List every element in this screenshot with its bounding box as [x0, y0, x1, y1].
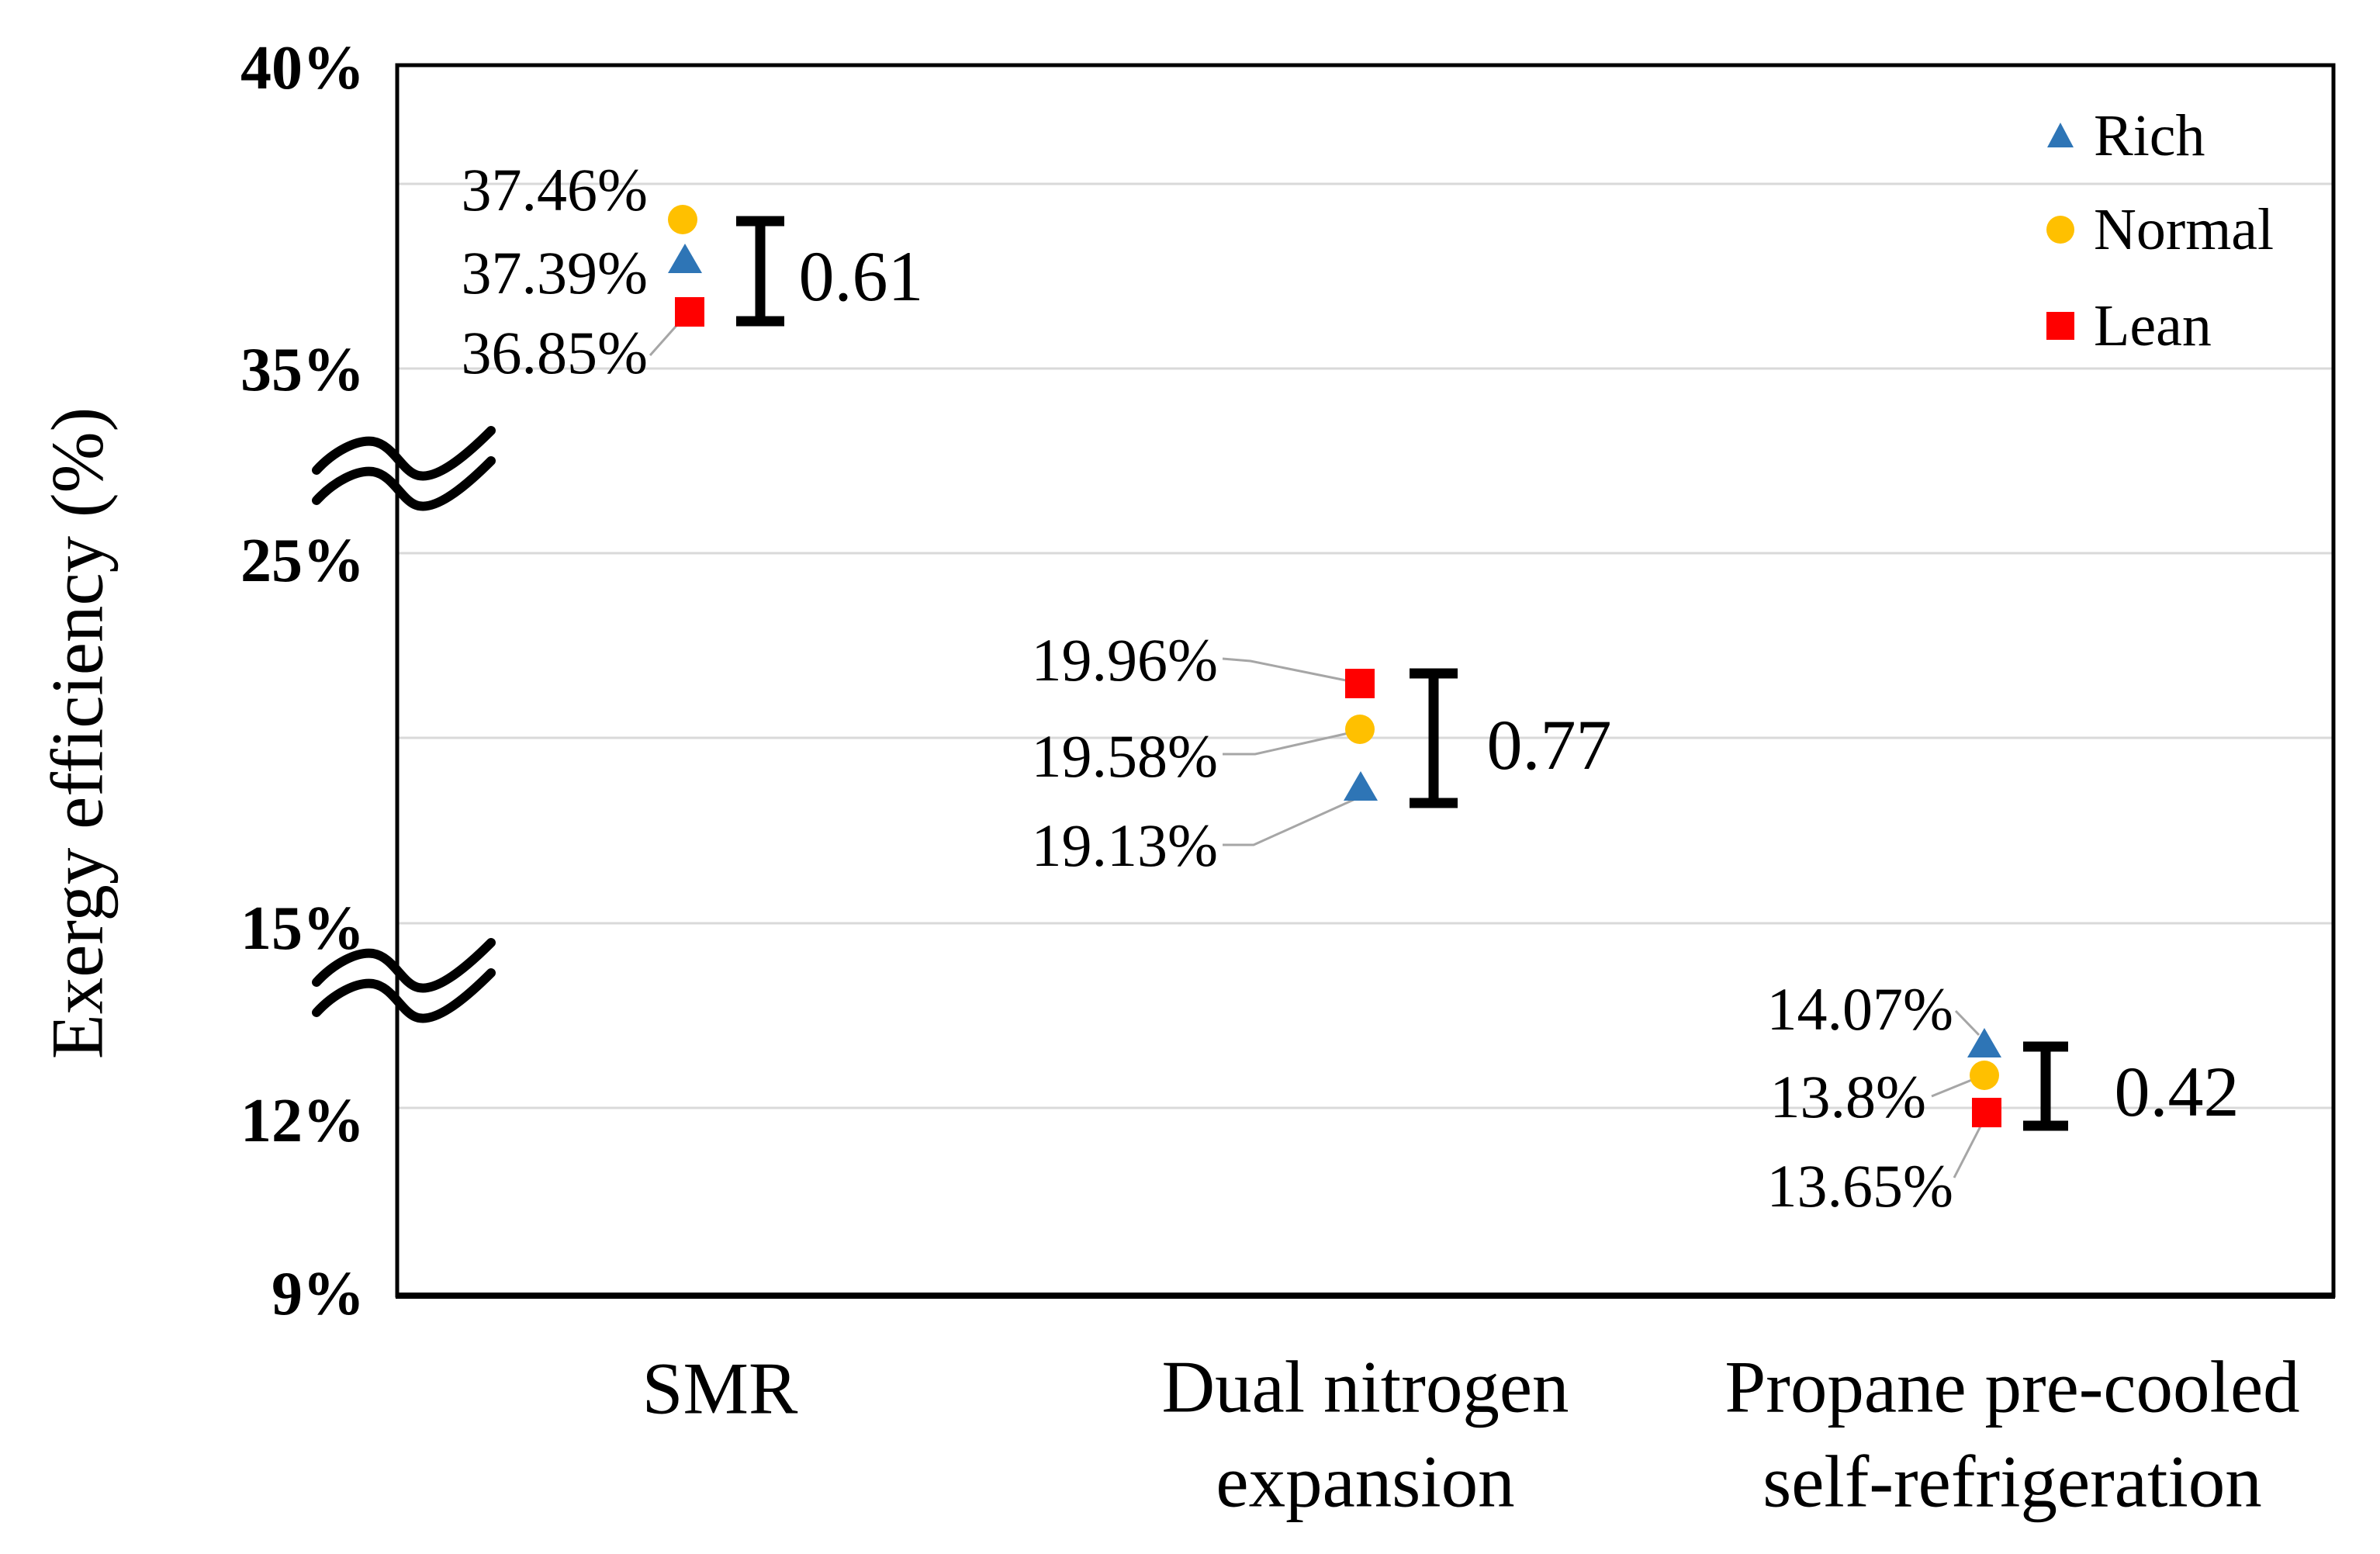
- break-wave: [312, 456, 496, 511]
- break-wave: [312, 968, 496, 1023]
- marker-normal-propane: [1970, 1061, 1999, 1090]
- leader-line: [1223, 797, 1358, 846]
- category-label-propane-2: self-refrigeration: [1763, 1440, 2262, 1523]
- point-label-smr-rich: 37.39%: [461, 239, 648, 306]
- category-label-propane-1: Propane pre-cooled: [1724, 1345, 2300, 1428]
- marker-normal-smr: [668, 205, 697, 234]
- marker-lean-propane: [1972, 1098, 2001, 1127]
- legend-triangle-icon: [2047, 123, 2074, 147]
- marker-lean-smr: [675, 297, 704, 327]
- y-tick-35: 35%: [240, 336, 365, 404]
- legend-label-rich: Rich: [2094, 103, 2205, 168]
- axis-break-lower-icon: [312, 938, 496, 1023]
- axis-break-upper-icon: [312, 426, 496, 511]
- y-tick-25: 25%: [240, 527, 365, 595]
- category-label-dual-1: Dual nitrogen: [1161, 1345, 1569, 1428]
- gridlines: [399, 182, 2332, 1109]
- point-label-propane-normal: 13.8%: [1769, 1063, 1926, 1130]
- diff-label-dual: 0.77: [1486, 705, 1612, 784]
- point-label-smr-lean: 36.85%: [461, 319, 648, 386]
- point-label-dual-rich: 19.13%: [1031, 812, 1218, 879]
- legend-square-icon: [2046, 312, 2074, 340]
- point-label-smr-normal: 37.46%: [461, 156, 648, 223]
- category-label-dual-2: expansion: [1216, 1440, 1515, 1523]
- category-label-smr: SMR: [642, 1347, 798, 1430]
- marker-rich-propane: [1967, 1028, 2001, 1057]
- range-bars: [736, 216, 2068, 1131]
- point-label-propane-rich: 14.07%: [1766, 975, 1953, 1043]
- point-label-dual-normal: 19.58%: [1031, 722, 1218, 790]
- point-label-dual-lean: 19.96%: [1031, 626, 1218, 694]
- y-tick-15: 15%: [240, 895, 365, 963]
- y-tick-40: 40%: [240, 34, 365, 102]
- break-wave: [312, 938, 496, 993]
- legend-circle-icon: [2046, 216, 2074, 244]
- legend-label-normal: Normal: [2094, 197, 2274, 262]
- leader-line: [1222, 657, 1354, 684]
- marker-lean-dual: [1345, 669, 1375, 698]
- point-label-propane-lean: 13.65%: [1766, 1152, 1953, 1220]
- y-axis-title: Exergy efficiency (%): [36, 407, 119, 1060]
- marker-rich-smr: [668, 244, 702, 273]
- marker-rich-dual: [1344, 771, 1378, 801]
- break-wave: [312, 426, 496, 481]
- marker-normal-dual: [1345, 715, 1375, 744]
- leader-lines: [649, 313, 1985, 1178]
- leader-line: [1953, 1120, 1985, 1178]
- y-tick-12: 12%: [240, 1087, 365, 1155]
- legend-label-lean: Lean: [2094, 293, 2212, 358]
- y-tick-9: 9%: [272, 1260, 365, 1328]
- diff-label-propane: 0.42: [2114, 1052, 2240, 1131]
- leader-line: [1223, 730, 1356, 756]
- leader-line: [1931, 1076, 1978, 1098]
- diff-label-smr: 0.61: [798, 237, 924, 316]
- leader-line: [1954, 1009, 1980, 1037]
